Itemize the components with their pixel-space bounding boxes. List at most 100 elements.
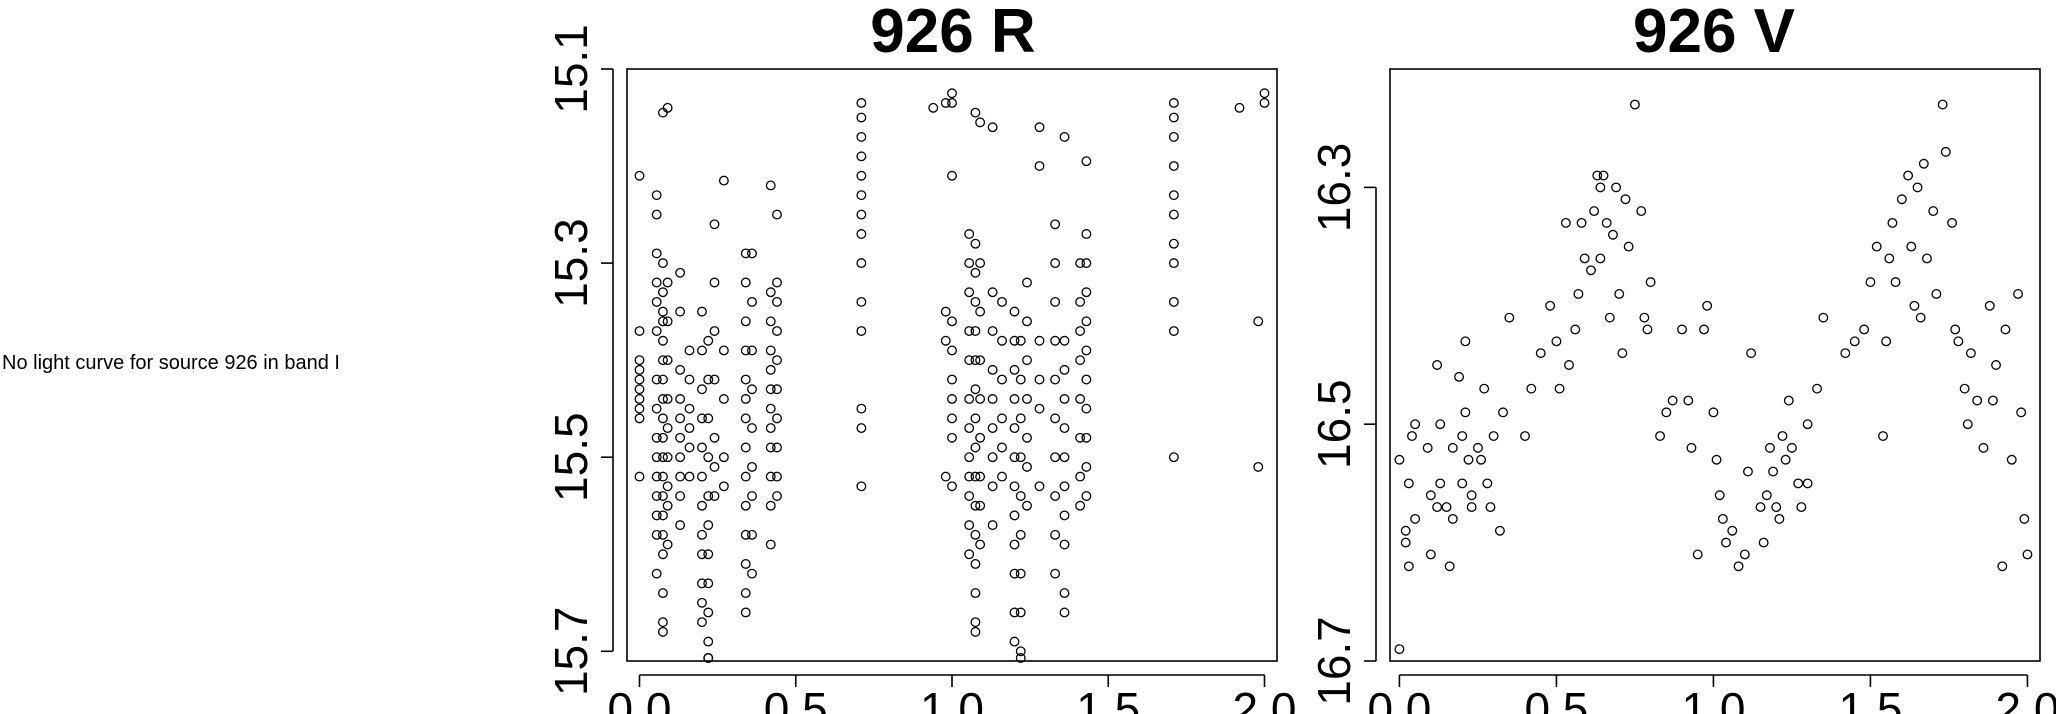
data-point [651, 491, 662, 501]
data-point [662, 539, 673, 550]
data-point [709, 219, 720, 230]
data-point [1403, 478, 1414, 489]
data-point [1168, 238, 1179, 249]
data-point [1645, 277, 1656, 288]
data-point [856, 112, 867, 123]
data-point [1050, 335, 1061, 346]
data-point [684, 374, 695, 385]
data-point [1015, 646, 1026, 657]
data-point [1407, 431, 1417, 441]
data-point [1472, 442, 1483, 453]
data-point [1444, 561, 1455, 572]
data-point [703, 335, 714, 346]
data-point [964, 287, 975, 298]
data-point [1009, 568, 1020, 579]
data-point [1168, 326, 1179, 336]
data-point [657, 432, 668, 443]
data-point [856, 258, 867, 269]
x-tick-label: 0.5 [764, 683, 828, 714]
data-point [1953, 336, 1964, 347]
data-point [1871, 241, 1882, 252]
data-point [970, 442, 981, 453]
data-point [1034, 374, 1045, 385]
data-point [1595, 182, 1606, 193]
data-point [1903, 170, 1914, 181]
data-point [657, 374, 668, 385]
data-point [1642, 324, 1653, 335]
data-point [947, 345, 957, 356]
data-point [947, 316, 957, 327]
data-point [1802, 478, 1813, 489]
data-point [1761, 490, 1772, 501]
data-point [675, 306, 686, 317]
data-point [1457, 478, 1468, 489]
data-point [1997, 561, 2008, 572]
data-point [1400, 537, 1411, 548]
data-point [1614, 289, 1625, 299]
data-point [1075, 258, 1086, 269]
data-point [703, 520, 714, 531]
data-point [1081, 432, 1092, 443]
data-points-r [634, 88, 1270, 663]
data-point [697, 578, 707, 589]
data-point [997, 471, 1007, 482]
data-point [684, 471, 695, 482]
data-point [697, 500, 707, 511]
data-point [964, 394, 975, 404]
data-point [1015, 653, 1026, 663]
data-point [662, 452, 673, 463]
data-point [740, 248, 751, 259]
data-point [657, 335, 668, 346]
data-point [975, 258, 986, 269]
data-point [1598, 170, 1609, 181]
data-point [1059, 607, 1070, 618]
plot-frame-r [626, 68, 1278, 662]
data-point [765, 316, 776, 327]
data-point [740, 559, 751, 569]
data-point [987, 364, 998, 375]
x-axis-r: 0.0 0.5 1.0 1.5 2.0 [608, 674, 1296, 714]
data-point [1611, 182, 1622, 193]
data-point [634, 384, 645, 395]
data-point [1009, 335, 1020, 346]
data-point [964, 520, 975, 531]
x-tick-label: 1.0 [920, 683, 984, 714]
data-point [1168, 112, 1179, 123]
data-point [2019, 513, 2030, 524]
data-point [1755, 502, 1766, 513]
data-point [651, 277, 662, 288]
data-point [662, 423, 673, 434]
data-point [657, 394, 668, 404]
data-point [1059, 481, 1070, 492]
data-point [634, 326, 645, 336]
data-point [1022, 432, 1032, 443]
data-point [970, 413, 981, 424]
data-point [740, 345, 751, 356]
data-point [1059, 131, 1070, 142]
data-point [856, 423, 867, 434]
data-point [657, 626, 668, 637]
data-point [1878, 431, 1888, 441]
data-point [1890, 277, 1901, 288]
data-point [1535, 348, 1546, 359]
data-point [1253, 316, 1264, 327]
data-point [1447, 442, 1458, 453]
data-point [1168, 190, 1179, 201]
data-point [1677, 324, 1687, 335]
data-point [772, 355, 782, 366]
data-point [718, 345, 729, 356]
data-point [1987, 395, 1998, 406]
data-point [1504, 312, 1515, 323]
data-point [675, 432, 686, 443]
data-point [1081, 491, 1092, 501]
data-point [1168, 98, 1179, 108]
data-point [765, 442, 776, 453]
data-point [709, 491, 720, 501]
data-point [1702, 300, 1713, 311]
data-point [703, 653, 714, 663]
data-point [1075, 471, 1086, 482]
data-point [740, 277, 751, 288]
data-point [1441, 502, 1452, 513]
data-point [997, 374, 1007, 385]
data-point [947, 413, 957, 424]
